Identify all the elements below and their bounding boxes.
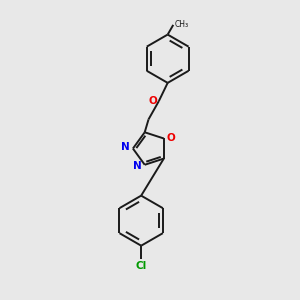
Text: O: O [166, 134, 175, 143]
Text: N: N [121, 142, 130, 152]
Text: CH₃: CH₃ [175, 20, 189, 29]
Text: O: O [148, 96, 158, 106]
Text: N: N [133, 161, 142, 171]
Text: Cl: Cl [136, 261, 147, 271]
